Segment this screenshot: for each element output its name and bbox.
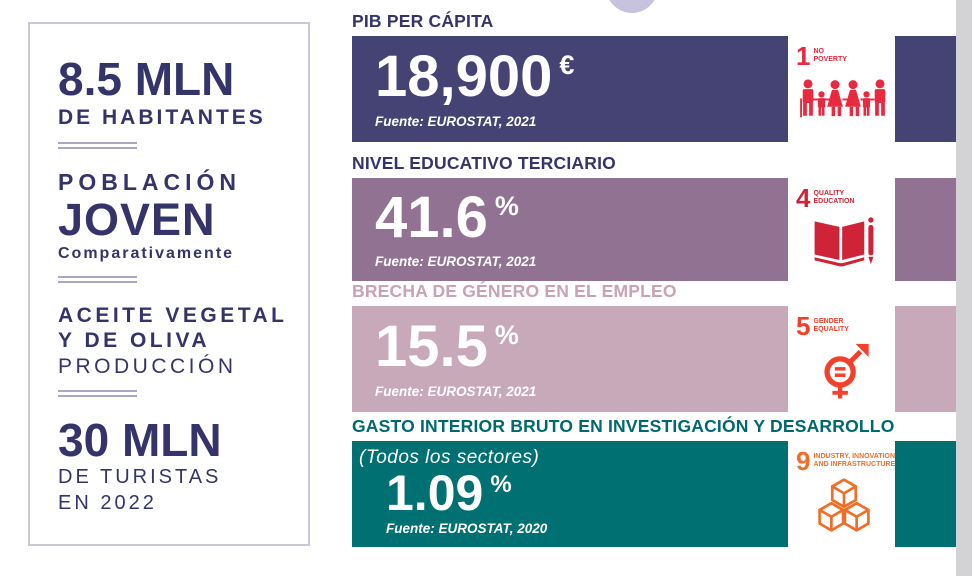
sdg-1-no-poverty-icon: [799, 79, 885, 118]
card-value-row: 18,900 €: [375, 44, 788, 110]
stat-card: GASTO INTERIOR BRUTO EN INVESTIGACIÓN Y …: [352, 417, 956, 547]
card-strip: 41.6% Fuente: EUROSTAT, 2021 4 QUALITY EDUCA…: [352, 178, 956, 281]
sdg-badge: 4 QUALITY EDUCATION: [788, 178, 895, 281]
card-value-unit: %: [490, 471, 512, 498]
card-strip-left: 41.6% Fuente: EUROSTAT, 2021: [352, 178, 788, 281]
card-strip-left: 15.5% Fuente: EUROSTAT, 2021: [352, 306, 788, 412]
sdg-label: NO POVERTY: [813, 46, 846, 63]
card-note: (Todos los sectores): [359, 447, 540, 468]
card-strip-left: (Todos los sectores) 1.09% Fuente: EUROSTA…: [352, 441, 788, 547]
stat-line: 30 MLN: [58, 413, 222, 466]
card-title: BRECHA DE GÉNERO EN EL EMPLEO: [352, 280, 677, 301]
sdg-badge: 9 INDUSTRY, INNOVATION AND INFRASTRUCTURE: [788, 441, 895, 547]
sdg-9-industry-innovation-icon: [817, 478, 870, 532]
card-strip-right: [895, 36, 956, 142]
sdg-badge: 5 GENDER EQUALITY: [788, 306, 895, 412]
sdg-badge: 1 NO POVERTY: [788, 36, 895, 142]
sdg-label-line: EQUALITY: [813, 325, 849, 333]
sdg-label: GENDER EQUALITY: [813, 316, 848, 333]
card-source: Fuente: EUROSTAT, 2021: [375, 383, 537, 399]
card-value: 41.6: [375, 184, 488, 250]
sdg-label-line: QUALITY: [813, 190, 845, 197]
sdg-badge-header: 1 NO POVERTY: [796, 41, 891, 71]
key-facts-panel: 8.5 MLN DE HABITANTES POBLACIÓN JOVEN Compar…: [28, 22, 310, 546]
card-value-row: 1.09%: [386, 465, 788, 521]
card-value: 18,900: [375, 44, 553, 110]
sdg-label: INDUSTRY, INNOVATION AND INFRASTRUCTURE: [813, 451, 895, 468]
card-source: Fuente: EUROSTAT, 2021: [375, 254, 537, 270]
stat-line: PRODUCCIÓN: [58, 354, 237, 378]
card-strip-right: [895, 441, 956, 547]
stat-line: JOVEN: [58, 193, 216, 245]
card-value-unit: %: [494, 320, 519, 351]
divider: [58, 389, 137, 397]
card-title: PIB PER CÁPITA: [352, 10, 494, 31]
stat-line: EN 2022: [58, 492, 157, 515]
sdg-label-line: AND INFRASTRUCTURE: [813, 460, 896, 468]
stat-line: Y DE OLIVA: [58, 329, 211, 353]
stat-line: ACEITE VEGETAL: [58, 303, 288, 327]
card-value-unit: %: [494, 190, 519, 221]
stat-block: ACEITE VEGETAL Y DE OLIVA PRODUCCIÓN: [58, 303, 294, 380]
stat-line: 8.5 MLN: [58, 53, 235, 105]
stat-line: POBLACIÓN: [58, 169, 241, 196]
stat-card: BRECHA DE GÉNERO EN EL EMPLEO 15.5% Fuente…: [352, 282, 956, 412]
sdg-number: 5: [796, 311, 811, 341]
card-strip-left: 18,900 € Fuente: EUROSTAT, 2021: [352, 36, 788, 142]
sdg-label-line: GENDER: [813, 318, 844, 325]
sdg-badge-header: 5 GENDER EQUALITY: [796, 311, 891, 341]
card-value: 1.09: [386, 465, 484, 521]
sdg-5-gender-equality-icon: [823, 344, 869, 399]
card-value: 15.5: [375, 314, 488, 380]
card-strip: (Todos los sectores) 1.09% Fuente: EUROSTA…: [352, 441, 956, 547]
sdg-number: 9: [796, 446, 811, 476]
card-strip: 18,900 € Fuente: EUROSTAT, 2021 1 NO POVERTY: [352, 36, 956, 142]
sdg-4-quality-education-icon: [814, 217, 874, 267]
card-value-row: 41.6%: [375, 184, 788, 250]
sdg-badge-header: 9 INDUSTRY, INNOVATION AND INFRASTRUCTURE: [796, 446, 895, 476]
sdg-label-line: INDUSTRY, INNOVATION: [813, 453, 896, 460]
stat-line: Comparativamente: [58, 244, 235, 262]
sdg-label-line: EDUCATION: [813, 197, 855, 205]
stat-cards-column: PIB PER CÁPITA 18,900 € Fuente: EUROSTAT, 2…: [352, 0, 956, 576]
stat-block: POBLACIÓN JOVEN Comparativamente: [58, 169, 294, 266]
card-strip-right: [895, 178, 956, 281]
sdg-number: 1: [796, 41, 811, 71]
sdg-label-line: POVERTY: [813, 55, 847, 63]
stat-card: PIB PER CÁPITA 18,900 € Fuente: EUROSTAT, 2…: [352, 12, 956, 142]
sdg-badge-header: 4 QUALITY EDUCATION: [796, 183, 891, 213]
card-source: Fuente: EUROSTAT, 2021: [375, 113, 537, 129]
card-value-unit: €: [559, 50, 575, 81]
decorative-side-bar: [956, 0, 972, 576]
stat-line: DE TURISTAS: [58, 466, 222, 489]
card-source: Fuente: EUROSTAT, 2020: [386, 520, 548, 536]
divider: [58, 142, 137, 150]
sdg-number: 4: [796, 183, 811, 213]
card-value-row: 15.5%: [375, 314, 788, 380]
sdg-label: QUALITY EDUCATION: [813, 188, 854, 205]
stat-line: DE HABITANTES: [58, 105, 266, 129]
card-strip: 15.5% Fuente: EUROSTAT, 2021 5 GENDER EQUALI…: [352, 306, 956, 412]
stat-block: 8.5 MLN DE HABITANTES: [58, 53, 294, 132]
card-title: GASTO INTERIOR BRUTO EN INVESTIGACIÓN Y …: [352, 415, 895, 436]
sdg-label-line: NO: [813, 48, 824, 55]
divider: [58, 275, 137, 283]
stat-card: NIVEL EDUCATIVO TERCIARIO 41.6% Fuente: EU…: [352, 154, 956, 281]
card-title: NIVEL EDUCATIVO TERCIARIO: [352, 152, 616, 173]
card-strip-right: [895, 306, 956, 412]
stat-block: 30 MLN DE TURISTAS EN 2022: [58, 413, 294, 517]
